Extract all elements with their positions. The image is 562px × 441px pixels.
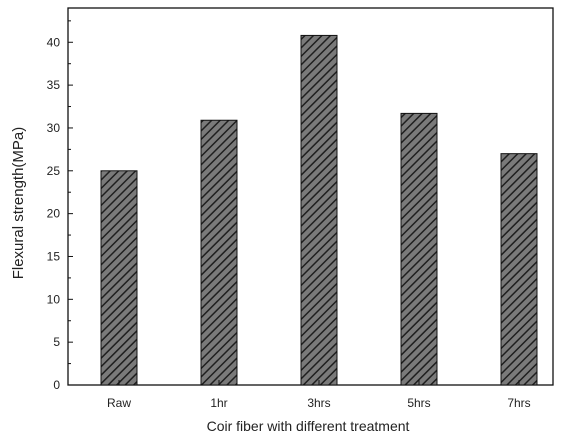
x-tick-label: 7hrs (507, 396, 530, 410)
x-axis: Raw 1hr 3hrs 5hrs 7hrs (107, 380, 531, 410)
bar-3hrs (300, 34, 338, 386)
x-tick-label: Raw (107, 396, 131, 410)
y-tick-label: 25 (47, 164, 61, 178)
y-axis-label: Flexural strength(MPa) (10, 127, 27, 280)
bar-1hr (200, 119, 238, 386)
y-tick-label: 30 (47, 121, 61, 135)
y-tick-label: 5 (53, 335, 60, 349)
bar-raw (100, 170, 138, 386)
y-tick-label: 15 (47, 249, 61, 263)
y-axis: 0 5 10 15 20 25 30 35 40 (47, 20, 73, 392)
x-tick-label: 3hrs (307, 396, 330, 410)
x-tick-label: 5hrs (407, 396, 430, 410)
x-tick-label: 1hr (210, 396, 227, 410)
y-tick-label: 10 (47, 292, 61, 306)
bar-7hrs (500, 153, 538, 386)
y-tick-label: 0 (53, 378, 60, 392)
y-tick-label: 40 (47, 35, 61, 49)
bar-5hrs (400, 112, 438, 386)
y-tick-label: 35 (47, 78, 61, 92)
bars-group (100, 34, 538, 386)
x-axis-label: Coir fiber with different treatment (207, 418, 410, 434)
y-tick-label: 20 (47, 207, 61, 221)
